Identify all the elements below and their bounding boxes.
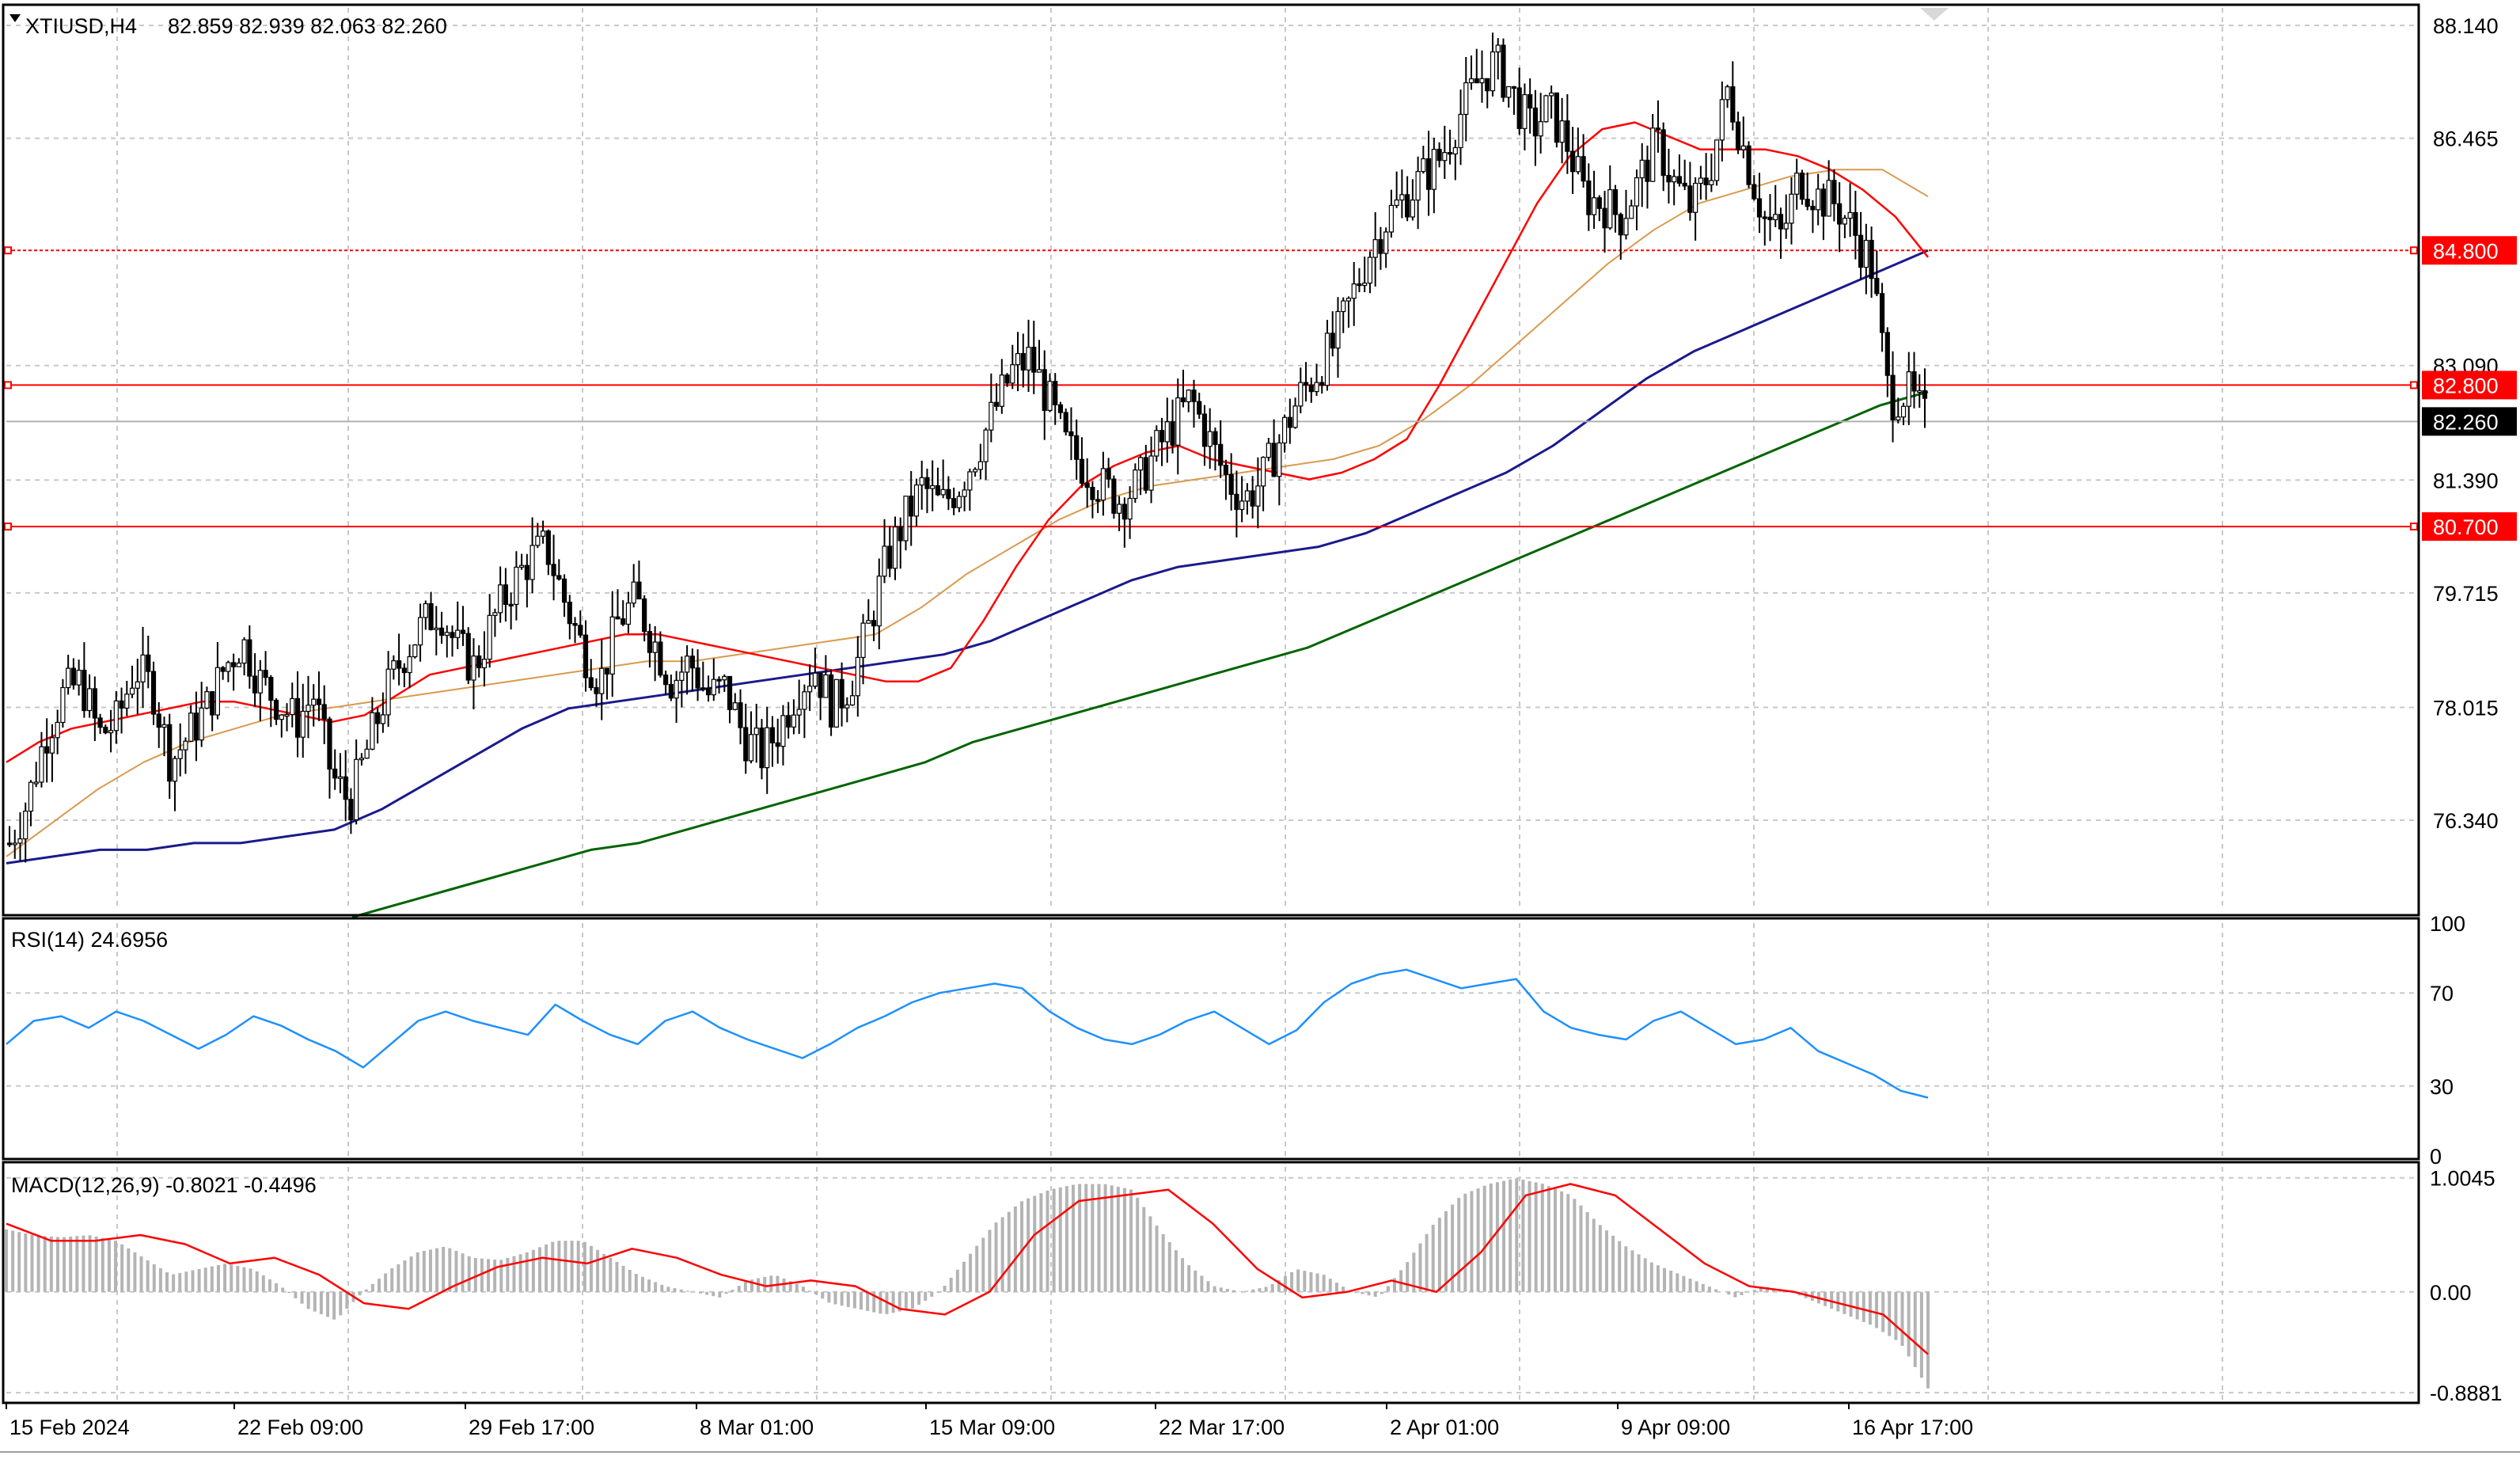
price-tick-label: 78.015 bbox=[2433, 697, 2499, 720]
level-handle[interactable] bbox=[2410, 381, 2418, 390]
level-handle[interactable] bbox=[2410, 523, 2418, 531]
price-tick-label: 82.260 bbox=[2433, 410, 2499, 434]
sma-slow-line bbox=[6, 249, 1929, 865]
time-tick-label: 8 Mar 01:00 bbox=[700, 1416, 814, 1439]
macd-grid bbox=[6, 1167, 2419, 1400]
price-tick-label: 84.800 bbox=[2433, 239, 2499, 263]
panel-frames bbox=[2, 3, 2420, 1404]
price-tick-label: 82.800 bbox=[2433, 374, 2499, 397]
sma-fast-line bbox=[6, 121, 1929, 763]
price-axis: 88.14086.46584.80083.09082.80082.26081.3… bbox=[2422, 14, 2517, 833]
level-handle[interactable] bbox=[4, 523, 12, 531]
symbol-label: XTIUSD,H4 bbox=[25, 14, 137, 38]
last-price-label bbox=[2422, 407, 2517, 436]
time-tick-label: 2 Apr 01:00 bbox=[1390, 1416, 1499, 1439]
chart-shift-marker-icon[interactable] bbox=[1920, 8, 1949, 21]
rsi-axis: 100 70 30 0 bbox=[2430, 912, 2465, 1169]
level-price-label bbox=[2422, 236, 2517, 265]
rsi-tick-label: 70 bbox=[2430, 982, 2454, 1005]
macd-signal-line bbox=[6, 1183, 1929, 1355]
level-handle[interactable] bbox=[4, 381, 12, 390]
macd-histogram bbox=[5, 1178, 1930, 1389]
price-tick-label: 80.700 bbox=[2433, 515, 2499, 539]
rsi-tick-label: 30 bbox=[2430, 1075, 2454, 1099]
price-tick-label: 76.340 bbox=[2433, 809, 2499, 833]
time-tick-label: 22 Feb 09:00 bbox=[237, 1416, 363, 1439]
time-axis: 15 Feb 2024 22 Feb 09:00 29 Feb 17:00 8 Mar… bbox=[6, 1403, 1973, 1439]
price-tick-label: 88.140 bbox=[2433, 14, 2499, 38]
time-tick-label: 9 Apr 09:00 bbox=[1621, 1416, 1730, 1439]
time-tick-label: 22 Mar 17:00 bbox=[1159, 1416, 1285, 1439]
price-panel[interactable]: XTIUSD,H4 82.859 82.939 82.063 82.260 bbox=[4, 8, 2419, 918]
price-grid bbox=[6, 8, 2419, 910]
macd-label: MACD(12,26,9) -0.8021 -0.4496 bbox=[11, 1173, 317, 1197]
rsi-line bbox=[6, 968, 1929, 1099]
rsi-panel[interactable]: RSI(14) 24.6956 bbox=[6, 923, 2419, 1156]
time-tick-label: 16 Apr 17:00 bbox=[1852, 1416, 1973, 1439]
time-tick-label: 29 Feb 17:00 bbox=[469, 1416, 594, 1439]
time-tick-label: 15 Mar 09:00 bbox=[929, 1416, 1055, 1439]
macd-panel[interactable]: MACD(12,26,9) -0.8021 -0.4496 bbox=[5, 1167, 2419, 1400]
rsi-label: RSI(14) 24.6956 bbox=[11, 928, 168, 952]
rsi-tick-label: 0 bbox=[2430, 1145, 2442, 1169]
level-price-label bbox=[2422, 371, 2517, 400]
macd-axis: 1.0045 0.00 -0.8881 bbox=[2430, 1167, 2503, 1405]
price-tick-label: 81.390 bbox=[2433, 469, 2499, 492]
level-price-label bbox=[2422, 512, 2517, 542]
candlesticks bbox=[6, 32, 1928, 863]
sma-long-line bbox=[351, 390, 1929, 918]
rsi-grid bbox=[6, 923, 2419, 1156]
price-tick-label: 79.715 bbox=[2433, 582, 2499, 606]
level-handle[interactable] bbox=[2410, 246, 2418, 255]
level-handle[interactable] bbox=[4, 246, 12, 255]
horizontal-levels[interactable] bbox=[4, 246, 2419, 531]
macd-tick-label: 1.0045 bbox=[2430, 1167, 2495, 1191]
price-tick-label: 86.465 bbox=[2433, 127, 2499, 151]
macd-tick-label: -0.8881 bbox=[2430, 1381, 2503, 1405]
macd-tick-label: 0.00 bbox=[2430, 1281, 2472, 1305]
dropdown-triangle-icon[interactable] bbox=[9, 14, 21, 22]
rsi-tick-label: 100 bbox=[2430, 912, 2465, 936]
time-tick-label: 15 Feb 2024 bbox=[9, 1416, 130, 1439]
ohlc-readout: 82.859 82.939 82.063 82.260 bbox=[168, 14, 447, 38]
